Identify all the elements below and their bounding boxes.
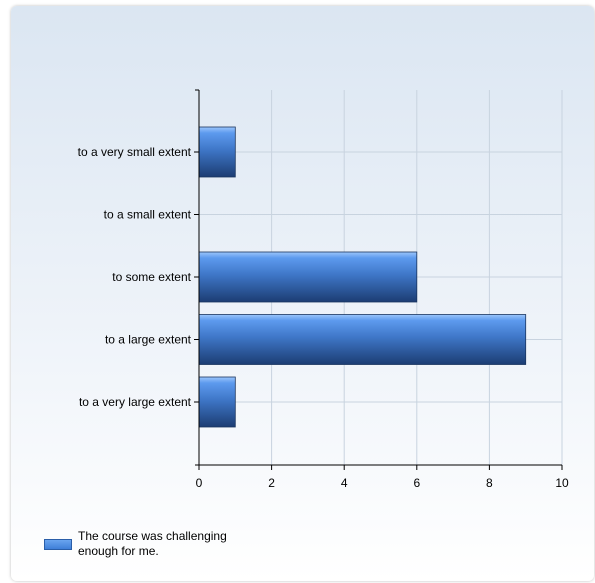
bar-0 [198, 126, 236, 178]
x-tick-label-5: 10 [555, 476, 569, 490]
x-tick-label-3: 6 [413, 476, 420, 490]
x-tick-label-0: 0 [196, 476, 203, 490]
bar-2 [198, 251, 418, 303]
labels: 0 2 4 6 8 10 to a very small extent to a small … [78, 145, 569, 490]
legend-swatch [44, 539, 72, 550]
x-tick-label-1: 2 [268, 476, 275, 490]
category-label-3: to a large extent [105, 333, 192, 347]
legend-label: The course was challenging enough for me… [78, 529, 227, 558]
category-label-2: to some extent [112, 270, 191, 284]
x-tick-label-4: 8 [486, 476, 493, 490]
category-label-1: to a small extent [104, 208, 192, 222]
axes [194, 89, 563, 470]
bars [198, 126, 527, 428]
x-tick-label-2: 4 [341, 476, 348, 490]
bar-3 [198, 314, 527, 365]
legend: The course was challenging enough for me… [44, 529, 268, 559]
category-label-0: to a very small extent [78, 145, 192, 159]
bar-4 [198, 376, 236, 428]
category-label-4: to a very large extent [79, 395, 192, 409]
